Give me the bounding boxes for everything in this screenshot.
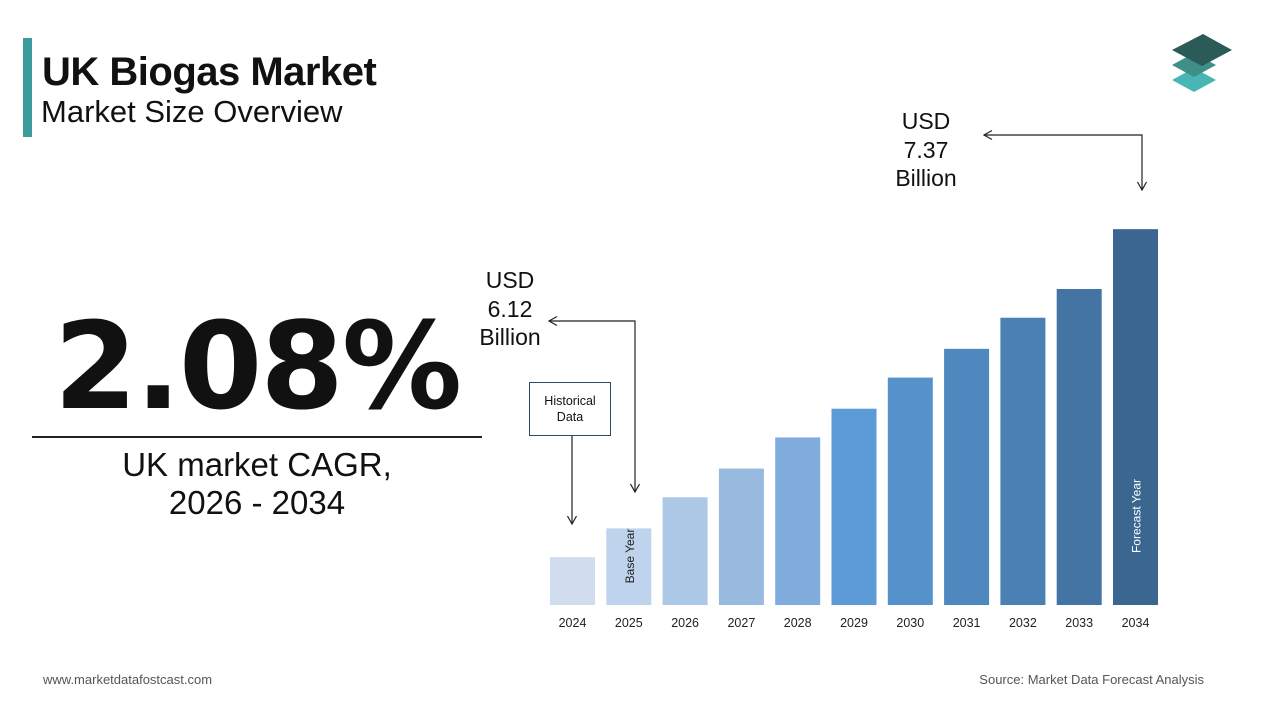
x-tick-label-2028: 2028 (784, 616, 812, 630)
cagr-label: UK market CAGR, 2026 - 2034 (32, 446, 482, 522)
footer-website: www.marketdatafostcast.com (43, 672, 213, 687)
page-title: UK Biogas Market (42, 50, 377, 94)
bar-2026 (662, 497, 708, 605)
forecast-year-bar-label: Forecast Year (1130, 479, 1144, 553)
historical-arrow-head (566, 515, 578, 526)
x-tick-label-2029: 2029 (840, 616, 868, 630)
bar-2025 (606, 528, 652, 605)
cagr-label-line2: 2026 - 2034 (168, 484, 346, 521)
historical-label-line2: Data (556, 410, 584, 424)
historical-data-box: Historical Data (529, 382, 611, 436)
x-tick-label-2024: 2024 (559, 616, 587, 630)
logo-layer-bottom (1172, 68, 1216, 92)
bar-2024 (550, 557, 595, 605)
base-year-callout: USD 6.12 Billion (470, 266, 550, 352)
x-tick-label-2032: 2032 (1009, 616, 1037, 630)
bar-2029 (831, 408, 877, 605)
forecast-arrow-head-left (982, 129, 993, 141)
page-subtitle: Market Size Overview (41, 94, 343, 129)
footer-source: Source: Market Data Forecast Analysis (979, 672, 1204, 687)
bar-2028 (775, 437, 821, 605)
x-tick-label-2027: 2027 (727, 616, 755, 630)
bar-2027 (718, 468, 764, 605)
title-accent-bar (23, 38, 32, 137)
forecast-callout-value: 7.37 (903, 136, 949, 163)
base-year-arrow-head-down (629, 483, 641, 494)
forecast-callout-currency: USD (901, 108, 951, 134)
base-callout-currency: USD (485, 267, 535, 293)
cagr-divider (32, 436, 482, 438)
forecast-callout-unit: Billion (895, 165, 957, 191)
bar-2033 (1056, 289, 1102, 605)
x-tick-label-2026: 2026 (671, 616, 699, 630)
base-year-arrow-line (549, 320, 636, 492)
bar-2031 (944, 348, 990, 605)
forecast-arrow-head-down (1136, 181, 1148, 192)
base-callout-unit: Billion (479, 324, 541, 350)
bar-2032 (1000, 317, 1046, 605)
x-tick-label-2025: 2025 (615, 616, 643, 630)
base-year-bar-label: Base Year (623, 529, 637, 584)
forecast-arrow-line (984, 134, 1143, 190)
cagr-value: 2.08% (53, 298, 462, 437)
base-year-arrow-head-left (547, 315, 558, 327)
bar-2034 (1113, 229, 1158, 605)
cagr-label-line1: UK market CAGR, (122, 446, 392, 483)
x-tick-label-2033: 2033 (1065, 616, 1093, 630)
brand-logo-icon (1172, 34, 1232, 92)
x-tick-label-2030: 2030 (896, 616, 924, 630)
x-tick-label-2034: 2034 (1122, 616, 1150, 630)
historical-label-line1: Historical (544, 394, 596, 408)
base-callout-value: 6.12 (487, 295, 533, 322)
logo-layer-top (1172, 34, 1232, 66)
bar-2030 (887, 377, 933, 605)
forecast-year-callout: USD 7.37 Billion (884, 107, 968, 193)
x-tick-label-2031: 2031 (953, 616, 981, 630)
